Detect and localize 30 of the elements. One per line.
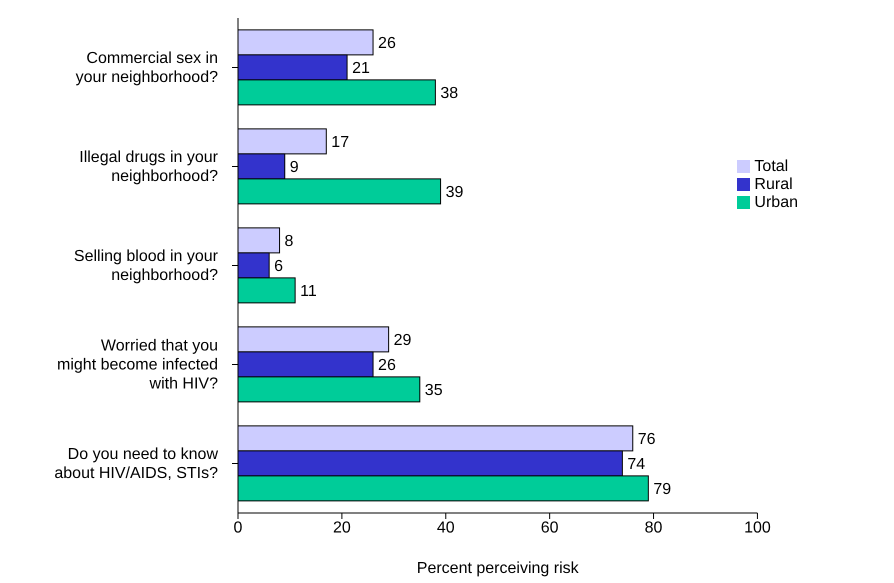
data-label: 38 — [440, 85, 458, 102]
y-tick-label: Illegal drugs in your neighborhood? — [79, 148, 219, 184]
data-label: 21 — [352, 60, 370, 78]
data-label: 17 — [331, 134, 350, 152]
data-label: 76 — [638, 431, 656, 448]
data-label: 74 — [627, 456, 646, 474]
legend-label: Total — [754, 158, 788, 175]
data-label: 29 — [394, 332, 412, 350]
legend-label: Urban — [754, 194, 798, 211]
y-tick-label: Commercial sex in your neighborhood? — [76, 50, 218, 86]
x-tick-label: 0 — [234, 519, 243, 536]
y-tick-label: Selling blood in your neighborhood? — [74, 248, 219, 284]
legend-label: Rural — [754, 176, 793, 193]
data-label: 39 — [446, 184, 464, 202]
x-tick-label: 20 — [332, 519, 351, 536]
data-label: 35 — [424, 382, 443, 400]
data-label: 26 — [378, 357, 396, 374]
x-axis-title: Percent perceiving risk — [416, 560, 580, 577]
data-label: 8 — [284, 233, 294, 250]
x-tick-label: 40 — [436, 519, 455, 536]
x-tick-label: 100 — [744, 519, 771, 536]
x-tick-label: 60 — [540, 519, 559, 536]
x-tick-label: 80 — [644, 519, 663, 536]
data-label: 9 — [290, 159, 299, 176]
y-tick-label: Worried that you might become infected with HIV? — [57, 337, 218, 392]
data-label: 11 — [300, 283, 317, 300]
y-tick-label: Do you need to know about HIV/AIDS, STIs? — [54, 446, 218, 482]
data-label: 26 — [378, 35, 396, 52]
data-label: 79 — [653, 481, 672, 498]
data-label: 6 — [274, 258, 284, 276]
